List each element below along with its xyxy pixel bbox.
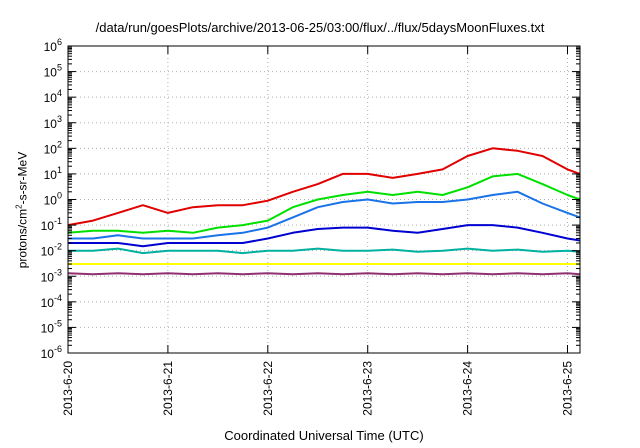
series-group [67,147,581,276]
y-tick-label: 10-3 [41,267,62,284]
series-line-2 [67,172,581,234]
axes: 10-6 10-5 10-4 10-3 10-2 10-1 100 101 102 103 104 1… [41,37,580,416]
x-tick-label: 2013-6-20 [61,361,75,416]
y-tick-label: 10-6 [41,344,62,361]
y-tick-label: 105 [44,63,62,80]
y-tick-label: 10-1 [41,216,62,233]
series-line-5 [68,247,581,255]
x-tick-label: 2013-6-24 [461,361,475,416]
x-tick-label: 2013-6-23 [361,361,375,416]
y-tick-label: 10-2 [41,242,62,259]
y-tick-label: 104 [44,88,62,105]
series-line-3 [68,190,581,240]
y-tick-label: 100 [44,191,62,208]
x-tick-label: 2013-6-21 [161,361,175,416]
series-line-1 [67,147,581,227]
y-tick-label: 103 [44,114,62,131]
grid [68,46,580,353]
y-tick-label: 101 [44,165,62,182]
y-tick-label: 10-5 [41,318,62,335]
y-tick-label: 106 [44,37,62,54]
y-tick-label: 10-4 [41,293,62,310]
x-tick-label: 2013-6-25 [561,361,575,416]
y-tick-label: 102 [44,139,62,156]
x-tick-label: 2013-6-22 [261,361,275,416]
chart-title: /data/run/goesPlots/archive/2013-06-25/0… [95,20,545,35]
x-axis-label: Coordinated Universal Time (UTC) [224,428,424,443]
series-line-4 [68,224,581,248]
series-line-7 [67,272,581,276]
